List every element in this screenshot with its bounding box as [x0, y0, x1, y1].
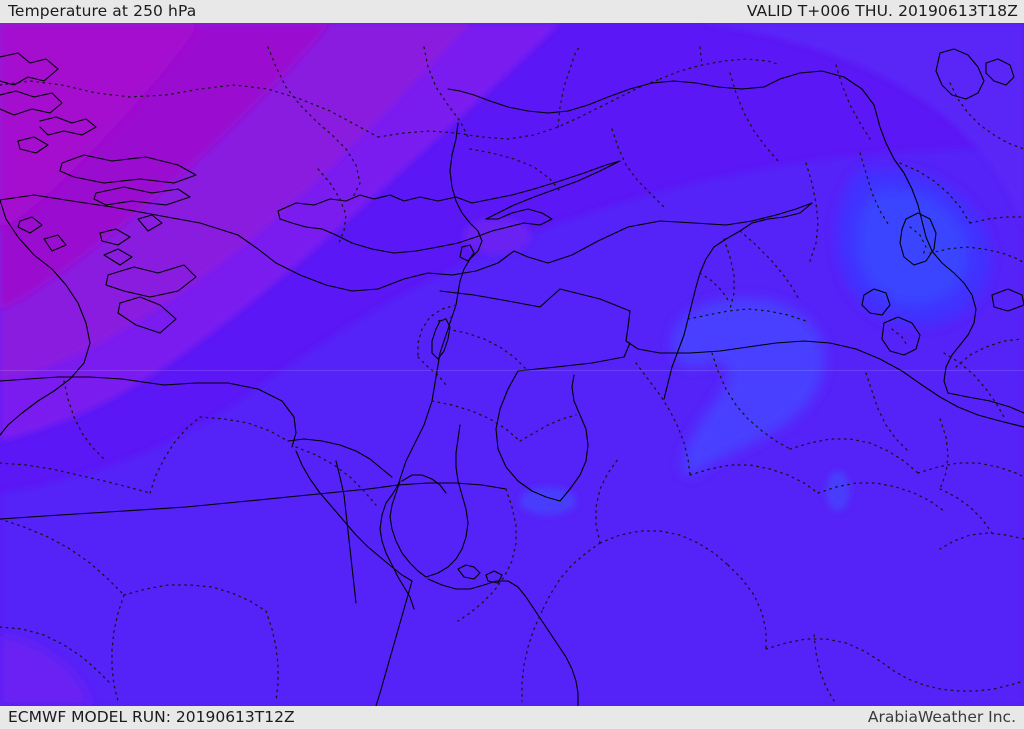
- footer-bar: ECMWF MODEL RUN: 20190613T12Z ArabiaWeat…: [0, 706, 1024, 729]
- temperature-bands: [0, 23, 1024, 706]
- header-bar: Temperature at 250 hPa VALID T+006 THU. …: [0, 0, 1024, 23]
- page-title: Temperature at 250 hPa: [8, 2, 197, 20]
- valid-time-label: VALID T+006 THU. 20190613T18Z: [746, 2, 1018, 20]
- attribution-label: ArabiaWeather Inc.: [867, 708, 1016, 726]
- temperature-field: [0, 23, 1024, 706]
- map-canvas[interactable]: [0, 23, 1024, 706]
- administrative-borders: [0, 46, 1024, 702]
- coastlines: [0, 48, 1024, 706]
- model-run-label: ECMWF MODEL RUN: 20190613T12Z: [8, 708, 295, 726]
